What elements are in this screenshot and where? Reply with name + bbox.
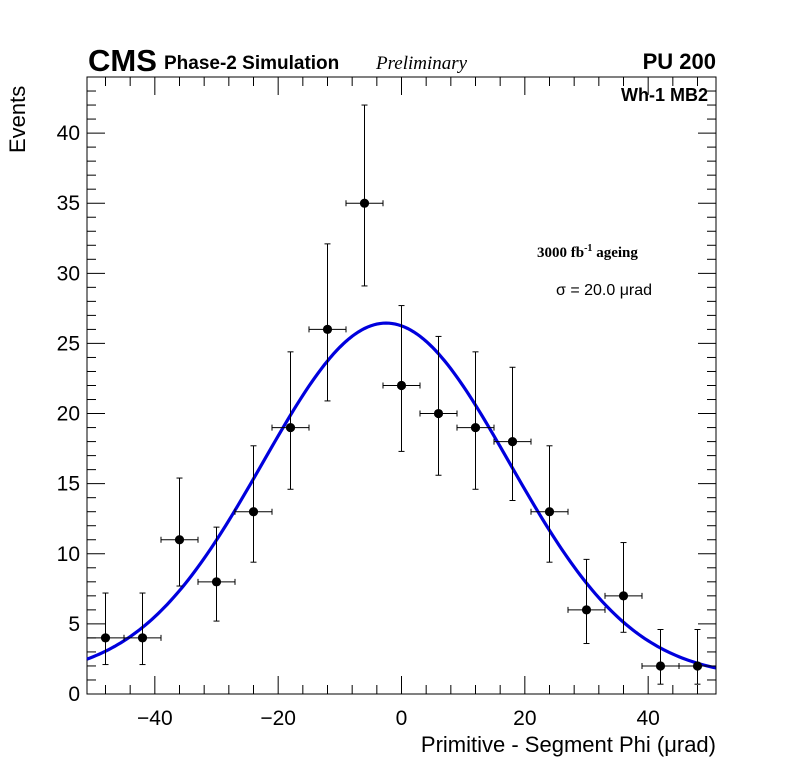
data-points (86, 104, 717, 685)
data-point-13 (567, 558, 606, 645)
data-point-16 (678, 628, 717, 685)
x-tick-label: 0 (396, 707, 408, 730)
data-marker (433, 408, 444, 419)
data-point-0 (86, 592, 125, 666)
ageing-suffix: ageing (592, 245, 638, 261)
data-marker (581, 605, 592, 615)
pileup-label: PU 200 (643, 49, 716, 74)
data-marker (248, 507, 259, 517)
data-point-8 (382, 305, 421, 452)
data-point-9 (419, 335, 458, 476)
y-tick-label: 20 (57, 403, 80, 426)
data-point-7 (345, 104, 384, 287)
sigma-label: σ = 20.0 μrad (556, 282, 652, 299)
y-tick-label: 30 (57, 262, 80, 285)
cms-label: CMS (88, 43, 157, 78)
ageing-prefix: 3000 fb (537, 245, 584, 261)
data-marker (396, 380, 407, 391)
x-tick-label: −40 (137, 707, 173, 730)
y-tick-label: 35 (57, 192, 80, 215)
axis-ticks (87, 76, 716, 695)
data-marker (137, 633, 148, 643)
x-axis-title: Primitive - Segment Phi (μrad) (421, 732, 716, 757)
y-tick-label: 5 (68, 613, 80, 636)
data-marker (655, 661, 666, 671)
data-marker (507, 436, 518, 447)
x-tick-label: 20 (513, 707, 536, 730)
y-tick-label: 0 (68, 683, 80, 706)
data-point-6 (308, 243, 347, 402)
simulation-label: Phase-2 Simulation (164, 53, 339, 74)
data-point-2 (160, 477, 199, 587)
data-point-4 (234, 445, 273, 563)
data-marker (174, 535, 185, 545)
chamber-label: Wh-1 MB2 (621, 85, 708, 105)
x-tick-label: 40 (636, 707, 659, 730)
ageing-exponent: -1 (584, 243, 592, 254)
data-marker (322, 324, 333, 335)
data-marker (359, 198, 370, 208)
y-tick-label: 15 (57, 473, 80, 496)
y-tick-label: 10 (57, 543, 80, 566)
data-marker (692, 661, 703, 671)
ageing-label: 3000 fb-1 ageing (537, 243, 638, 261)
data-marker (100, 633, 111, 643)
y-tick-label: 25 (57, 332, 80, 355)
data-point-5 (271, 351, 310, 490)
data-point-3 (197, 526, 236, 622)
preliminary-label: Preliminary (375, 53, 468, 74)
y-tick-label: 40 (57, 122, 80, 145)
data-marker (211, 577, 222, 587)
data-point-1 (123, 592, 162, 666)
data-point-11 (493, 366, 532, 501)
y-axis-title: Events (5, 86, 30, 153)
data-marker (470, 422, 481, 433)
data-marker (285, 422, 296, 433)
data-point-12 (530, 445, 569, 563)
axis-tick-labels: −40 −20 0 20 40 0 5 10 15 20 25 30 35 40 (57, 122, 660, 730)
data-point-15 (641, 628, 680, 685)
data-point-10 (456, 351, 495, 490)
data-marker (618, 591, 629, 601)
data-point-14 (604, 542, 643, 633)
x-tick-label: −20 (260, 707, 296, 730)
data-marker (544, 507, 555, 517)
